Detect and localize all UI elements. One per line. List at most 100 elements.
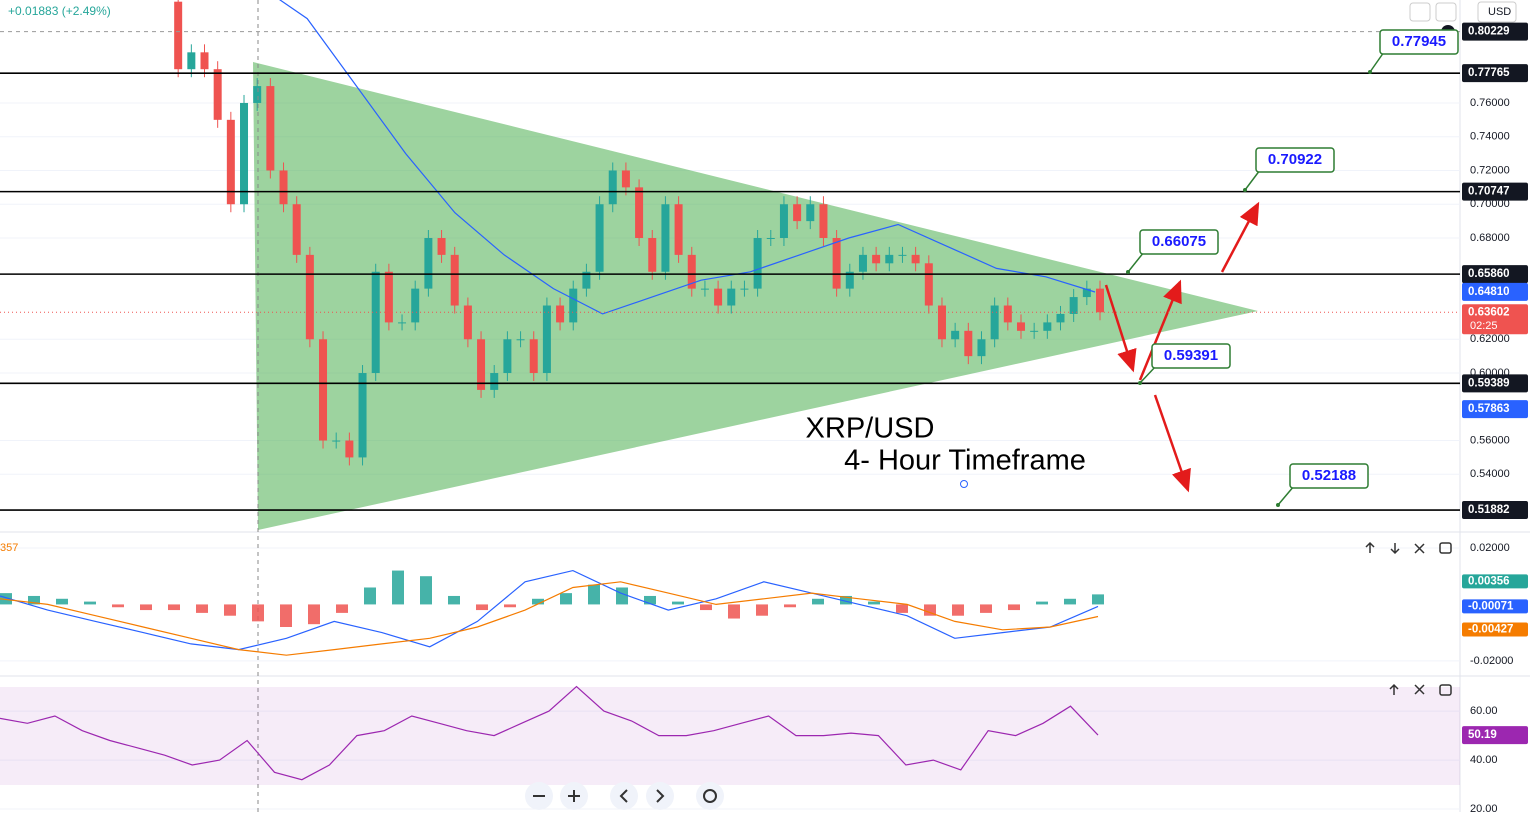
candle xyxy=(621,170,630,188)
candle xyxy=(213,69,222,120)
candle xyxy=(1003,305,1012,323)
callout-pointer xyxy=(1127,251,1145,273)
macd-histogram-bar xyxy=(1092,594,1104,605)
macd-histogram-bar xyxy=(28,595,40,605)
macd-histogram-bar xyxy=(252,604,264,622)
currency: USD xyxy=(1488,6,1511,18)
y-tick-label: 0.56000 xyxy=(1470,434,1510,446)
candle xyxy=(964,330,973,357)
nav-icons xyxy=(533,789,717,803)
price-tag-label: 0.63602 xyxy=(1468,306,1510,318)
candle xyxy=(569,288,578,323)
candle xyxy=(937,305,946,340)
price-tag-label: 50.19 xyxy=(1468,729,1497,741)
candle xyxy=(1030,330,1039,332)
candle xyxy=(279,170,288,205)
macd-histogram-bar xyxy=(896,604,908,613)
candle xyxy=(595,204,604,272)
candle xyxy=(332,440,341,442)
macd-line xyxy=(0,569,1099,651)
price-tag-label: -0.00071 xyxy=(1468,600,1514,612)
candle xyxy=(174,1,183,70)
price-tag-label: 0.00356 xyxy=(1468,575,1510,587)
price-tag-label: 0.51882 xyxy=(1468,504,1510,516)
macd-histogram-bar xyxy=(448,595,460,605)
macd-histogram-bar xyxy=(364,587,376,605)
macd-histogram-bar xyxy=(756,604,768,616)
reset[interactable] xyxy=(696,782,724,810)
macd-histogram-bar xyxy=(924,604,936,616)
candle xyxy=(832,237,841,289)
macd-histogram-bar xyxy=(728,604,740,619)
macd-histogram-bar xyxy=(672,601,684,605)
candle xyxy=(911,254,920,264)
y-tick-label: 20.00 xyxy=(1470,803,1498,812)
scroll-left[interactable] xyxy=(610,782,638,810)
price-tag xyxy=(1462,726,1528,745)
macd-histogram-bar xyxy=(784,604,796,608)
candle xyxy=(635,187,644,238)
callout-label: 0.59391 xyxy=(1164,347,1218,364)
macd-histogram-bar xyxy=(812,598,824,605)
button[interactable] xyxy=(1435,2,1457,22)
candle xyxy=(266,86,275,171)
macd-histogram-bar xyxy=(168,604,180,611)
candle xyxy=(398,322,407,324)
price-tag xyxy=(1462,574,1528,589)
price-tag-label: 0.57863 xyxy=(1468,403,1510,415)
price-tag-label: 0.77765 xyxy=(1468,67,1510,79)
macd-histogram-bar xyxy=(0,593,12,605)
candle xyxy=(240,102,249,205)
candle xyxy=(674,204,683,255)
macd-histogram-bar xyxy=(504,604,516,608)
price-tag xyxy=(1462,304,1528,335)
candle xyxy=(253,86,262,103)
macd-histogram-bar xyxy=(700,604,712,611)
candle xyxy=(766,237,775,239)
price-tag xyxy=(1462,622,1528,637)
candle xyxy=(345,440,354,458)
price-tag-label: -0.00427 xyxy=(1468,624,1513,636)
candle xyxy=(319,339,328,441)
candle xyxy=(200,52,209,70)
candle xyxy=(1069,297,1078,314)
price-tag xyxy=(1462,22,1528,41)
candle xyxy=(1056,313,1065,323)
candle xyxy=(819,204,828,238)
price-tag-label: 0.70747 xyxy=(1468,186,1510,198)
y-tick-label: 0.62000 xyxy=(1470,333,1510,345)
scroll-right[interactable] xyxy=(646,782,674,810)
y-tick-label: 60.00 xyxy=(1470,705,1498,717)
macd-histogram-bar xyxy=(980,604,992,613)
price-tag-label: 0.64810 xyxy=(1468,286,1510,298)
price-tag xyxy=(1462,282,1528,301)
candle xyxy=(700,288,709,290)
candle xyxy=(858,254,867,272)
macd-histogram-bar xyxy=(952,604,964,616)
currency-select[interactable] xyxy=(1477,1,1517,23)
callout-box xyxy=(1379,29,1459,55)
candle xyxy=(990,305,999,340)
macd-histogram-bar xyxy=(308,604,320,625)
candle xyxy=(648,237,657,272)
macd-histogram-bar xyxy=(560,593,572,605)
button[interactable] xyxy=(1409,2,1431,22)
candle xyxy=(845,271,854,289)
callout-pointer xyxy=(1139,365,1157,384)
candle xyxy=(516,339,525,341)
candle xyxy=(885,254,894,264)
macd-histogram-bar xyxy=(616,587,628,605)
change: +0.01883 (+2.49%) xyxy=(8,4,111,18)
y-tick-label: -0.02000 xyxy=(1470,655,1513,667)
candle xyxy=(1096,288,1104,313)
candle xyxy=(608,170,617,205)
y-tick-label: 0.70000 xyxy=(1470,198,1510,210)
callout-dot xyxy=(1276,503,1280,507)
marker xyxy=(960,480,968,488)
moving-average xyxy=(279,0,1096,315)
macd-histogram-bar xyxy=(336,604,348,613)
candle xyxy=(358,373,367,458)
candle xyxy=(1016,322,1025,331)
candle xyxy=(740,288,749,290)
